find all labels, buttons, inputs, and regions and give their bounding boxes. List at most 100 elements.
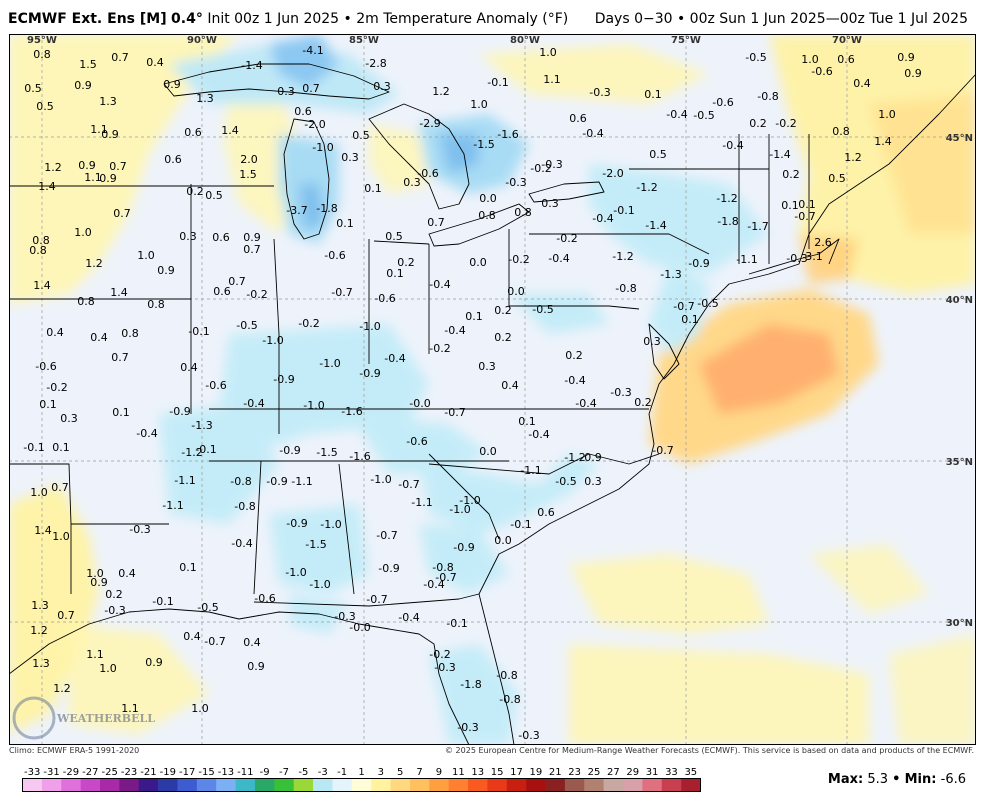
colorbar-tick: 17 xyxy=(510,767,523,778)
anomaly-value: -1.0 xyxy=(359,320,380,333)
anomaly-value: -1.0 xyxy=(262,334,283,347)
anomaly-value: -0.4 xyxy=(666,108,687,121)
colorbar-tick: -27 xyxy=(82,767,98,778)
anomaly-value: 0.6 xyxy=(164,153,182,166)
anomaly-value: -1.0 xyxy=(320,518,341,531)
logo-text: WEATHERBELL xyxy=(56,712,155,725)
map-title: ECMWF Ext. Ens [M] 0.4° Init 00z 1 Jun 2… xyxy=(8,11,568,27)
anomaly-value: 1.3 xyxy=(31,599,49,612)
anomaly-value: -0.7 xyxy=(366,593,387,606)
colorbar-cell xyxy=(254,778,275,792)
anomaly-value: 0.1 xyxy=(518,415,536,428)
anomaly-value: 0.8 xyxy=(32,234,50,247)
anomaly-value: -0.4 xyxy=(398,611,419,624)
anomaly-value: -0.4 xyxy=(528,428,549,441)
anomaly-value: 0.0 xyxy=(507,285,525,298)
anomaly-value: 0.1 xyxy=(52,441,70,454)
anomaly-value: -1.1 xyxy=(411,496,432,509)
colorbar-tick: -33 xyxy=(24,767,40,778)
anomaly-value: -0.5 xyxy=(532,303,553,316)
anomaly-value: 1.0 xyxy=(801,53,819,66)
colorbar-tick: 35 xyxy=(684,767,697,778)
anomaly-value: -0.3 xyxy=(334,610,355,623)
anomaly-value: -0.9 xyxy=(378,562,399,575)
lon-label-90w: 90°W xyxy=(187,35,217,46)
colorbar-cell xyxy=(177,778,198,792)
anomaly-value: 0.6 xyxy=(212,231,230,244)
anomaly-value: -0.4 xyxy=(564,374,585,387)
colorbar-tick: -7 xyxy=(279,767,289,778)
anomaly-value: 0.7 xyxy=(113,207,131,220)
map-header: ECMWF Ext. Ens [M] 0.4° Init 00z 1 Jun 2… xyxy=(0,0,984,34)
anomaly-value: -1.2 xyxy=(636,181,657,194)
anomaly-value: 0.6 xyxy=(569,112,587,125)
colorbar-tick: -11 xyxy=(237,767,253,778)
anomaly-value: 0.8 xyxy=(121,327,139,340)
anomaly-value: 1.3 xyxy=(196,92,214,105)
colorbar-tick: 21 xyxy=(549,767,562,778)
anomaly-value: -2.0 xyxy=(602,167,623,180)
anomaly-value: 0.5 xyxy=(352,129,370,142)
anomaly-value: 0.8 xyxy=(147,298,165,311)
anomaly-value: -0.5 xyxy=(697,297,718,310)
lon-label-75w: 75°W xyxy=(671,35,701,46)
anomaly-values: 0.81.50.7 0.4-4.1-2.8-1.40.5 0.9 0.90.3 0.7 0… xyxy=(23,44,921,742)
anomaly-value: 1.2 xyxy=(53,682,71,695)
colorbar: -33 -31 -29 -27 -25 -23 -21 -19 -17 -15 -13 -11 -9 -7… xyxy=(22,767,701,792)
anomaly-value: 1.0 xyxy=(30,486,48,499)
anomaly-value: -0.6 xyxy=(254,592,275,605)
anomaly-value: 0.4 xyxy=(90,331,108,344)
colorbar-cell xyxy=(99,778,120,792)
min-value: -6.6 xyxy=(940,772,966,787)
anomaly-value: 0.2 xyxy=(782,168,800,181)
colorbar-tick: -1 xyxy=(337,767,347,778)
anomaly-value: -0.6 xyxy=(811,65,832,78)
colorbar-cell xyxy=(390,778,411,792)
anomaly-value: 0.4 xyxy=(118,567,136,580)
colorbar-cell xyxy=(22,778,43,792)
anomaly-value: 1.1 xyxy=(543,73,561,86)
anomaly-value: -1.0 xyxy=(370,473,391,486)
anomaly-value: 0.1 xyxy=(112,406,130,419)
anomaly-value: -1.8 xyxy=(717,215,738,228)
anomaly-value: 0.1 xyxy=(781,199,799,212)
anomaly-value: 0.8 xyxy=(33,48,51,61)
anomaly-value: -0.2 xyxy=(556,232,577,245)
anomaly-value: 0.9 xyxy=(101,128,119,141)
anomaly-value: 1.0 xyxy=(137,249,155,262)
anomaly-value: 0.7 xyxy=(228,275,246,288)
ecmwf-copyright: © 2025 European Centre for Medium-Range … xyxy=(445,746,974,755)
colorbar-tick: -21 xyxy=(140,767,156,778)
boundaries xyxy=(9,63,976,745)
anomaly-value: -1.0 xyxy=(309,578,330,591)
anomaly-value: 2.0 xyxy=(240,153,258,166)
anomaly-value: 0.1 xyxy=(465,310,483,323)
anomaly-value: 0.4 xyxy=(146,56,164,69)
anomaly-value: -0.6 xyxy=(205,379,226,392)
anomaly-value: 1.3 xyxy=(32,657,50,670)
colorbar-tick: -13 xyxy=(218,767,234,778)
anomaly-value: -1.7 xyxy=(747,220,768,233)
colorbar-tick: 7 xyxy=(416,767,422,778)
colorbar-cell xyxy=(564,778,585,792)
min-label: Min: xyxy=(904,772,937,787)
colorbar-tick: -9 xyxy=(260,767,270,778)
colorbar-cell xyxy=(661,778,682,792)
anomaly-value: 0.9 xyxy=(157,264,175,277)
colorbar-cell xyxy=(409,778,430,792)
anomaly-value: -0.4 xyxy=(444,324,465,337)
anomaly-value: 1.2 xyxy=(30,624,48,637)
anomaly-value: 1.2 xyxy=(85,257,103,270)
stats-separator: • xyxy=(892,772,901,787)
header-separator: • xyxy=(343,11,352,27)
anomaly-value: -0.6 xyxy=(35,360,56,373)
colorbar-tick: -31 xyxy=(43,767,59,778)
colorbar-tick: 1 xyxy=(358,767,364,778)
anomaly-value: 1.5 xyxy=(239,168,257,181)
anomaly-value: -0.7 xyxy=(435,571,456,584)
colorbar-cell xyxy=(332,778,353,792)
colorbar-cell xyxy=(41,778,62,792)
anomaly-value: 0.8 xyxy=(77,295,95,308)
valid-period: Days 0−30 • 00z Sun 1 Jun 2025—00z Tue 1… xyxy=(594,11,968,27)
anomaly-value: 0.3 xyxy=(584,475,602,488)
